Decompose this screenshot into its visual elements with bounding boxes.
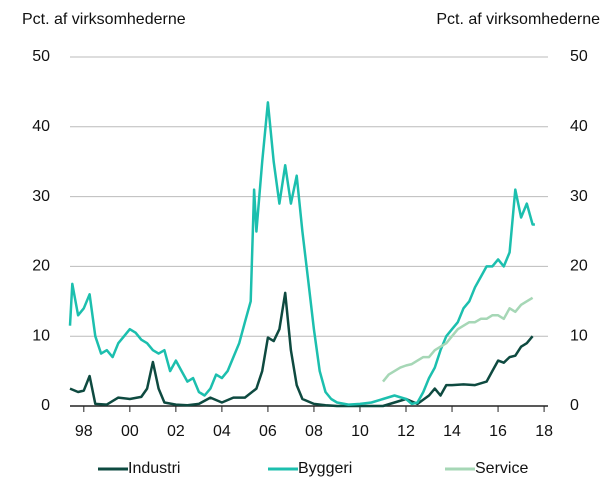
x-tick-label: 10 <box>351 423 369 440</box>
x-tick-label: 12 <box>397 423 415 440</box>
x-tick-label: 14 <box>443 423 461 440</box>
x-tick-label: 06 <box>259 423 277 440</box>
series-line <box>68 101 535 406</box>
y2-tick-label: 20 <box>570 258 588 275</box>
y2-tick-label: 40 <box>570 118 588 135</box>
y-axis-title: Pct. af virksomhederne <box>22 11 186 28</box>
series-line <box>69 291 534 408</box>
y2-tick-label: 50 <box>570 48 588 65</box>
y2-tick-label: 30 <box>570 188 588 205</box>
y-tick-label: 20 <box>32 258 50 275</box>
x-tick-label: 08 <box>305 423 323 440</box>
x-tick-label: 04 <box>213 423 231 440</box>
legend-label: Byggeri <box>298 460 352 477</box>
x-tick-label: 16 <box>489 423 507 440</box>
y2-tick-label: 10 <box>570 327 588 344</box>
y-tick-label: 10 <box>32 327 50 344</box>
legend-label: Service <box>475 460 528 477</box>
y2-tick-label: 0 <box>570 397 579 414</box>
x-tick-label: 02 <box>167 423 185 440</box>
y-tick-label: 0 <box>41 397 50 414</box>
x-tick-label: 18 <box>535 423 553 440</box>
legend-label: Industri <box>128 460 180 477</box>
series-line <box>382 296 534 383</box>
y-tick-label: 40 <box>32 118 50 135</box>
x-tick-label: 98 <box>75 423 93 440</box>
y-tick-label: 30 <box>32 188 50 205</box>
y2-axis-title: Pct. af virksomhederne <box>436 11 600 28</box>
y-tick-label: 50 <box>32 48 50 65</box>
x-tick-label: 00 <box>121 423 139 440</box>
